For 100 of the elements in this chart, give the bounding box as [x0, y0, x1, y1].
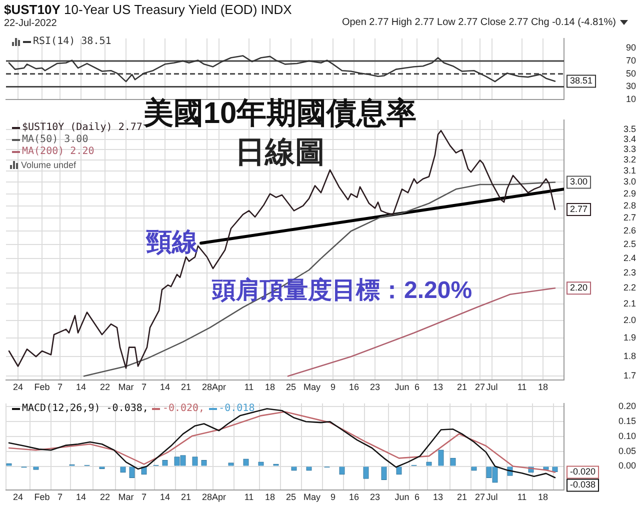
x-tick-label: May	[303, 382, 321, 392]
y-tick-label: 1.7	[623, 370, 636, 381]
chart-subtitle: 22-Jul-2022	[4, 17, 57, 30]
y-tick-label: 2.3	[623, 267, 636, 278]
x-tick-label: Jul	[486, 382, 498, 392]
x-tick-label: 14	[160, 382, 170, 392]
y-tick-label: 0.20	[618, 400, 636, 411]
y-tick-label: 0.00	[618, 460, 636, 471]
y-tick-label: 90	[626, 42, 636, 53]
x-tick-label: Jun	[394, 492, 410, 502]
text: Open 2.77 High 2.77 Low 2.77 Close 2.77 Chg -0.14 (-4.81%)	[342, 17, 616, 28]
data-label: 2.77	[570, 204, 588, 214]
y-tick-label: 0.05	[618, 446, 636, 456]
data-label: -0.020	[570, 466, 596, 477]
x-tick-label: 21	[456, 492, 468, 502]
x-tick-label: 11	[244, 382, 254, 392]
x-tick-label: 14	[76, 492, 86, 502]
data-label: -0.038	[570, 480, 596, 490]
x-tick-label: 22	[100, 492, 110, 502]
x-tick-label: 21	[180, 382, 192, 392]
y-tick-label: 3.1	[623, 166, 636, 176]
x-tick-label: 22	[100, 382, 110, 392]
x-tick-label: Feb	[34, 382, 50, 392]
x-tick-label: 7	[141, 492, 147, 502]
legend-label: MA(200) 2.20	[21, 146, 96, 158]
x-tick-label: 11	[517, 382, 527, 392]
x-tick-label: 11	[244, 492, 254, 502]
y-tick-label: 70	[626, 55, 636, 66]
x-tick-label: 7	[141, 382, 147, 392]
y-tick-label: 2.6	[623, 226, 636, 236]
x-tick-label: 6	[414, 382, 420, 392]
x-tick-label: 11	[517, 492, 527, 502]
x-tick-label: 6	[414, 492, 420, 502]
data-label: 38.51	[570, 76, 593, 86]
x-tick-label: 13	[432, 382, 444, 392]
y-tick-label: 2.8	[623, 200, 636, 210]
x-tick-label: 23	[370, 492, 380, 502]
x-tick-label: Jun	[394, 382, 410, 392]
y-tick-label: 0.15	[618, 416, 636, 426]
chart-title: $UST10Y 10-Year US Treasury Yield (EOD) INDX	[4, 2, 292, 18]
x-tick-label: 27	[474, 382, 486, 392]
legend-label: MA(50) 3.00	[21, 134, 90, 146]
x-tick-label: 9	[330, 492, 336, 502]
y-tick-label: 2.2	[623, 282, 636, 293]
x-tick-label: 18	[538, 382, 548, 392]
x-tick-label: 21	[456, 382, 468, 392]
x-tick-label: 13	[432, 492, 444, 502]
data-label: 2.20	[570, 282, 588, 293]
legend-label: RSI(14) 38.51	[32, 36, 112, 48]
y-tick-label: 10	[626, 94, 636, 104]
y-tick-label: 30	[626, 81, 636, 92]
x-tick-label: Apr	[212, 492, 226, 502]
x-tick-label: 25	[286, 382, 296, 392]
x-tick-label: 24	[12, 382, 24, 392]
x-tick-label: 7	[57, 492, 63, 502]
y-tick-label: 1.9	[623, 332, 636, 343]
x-tick-label: 14	[160, 492, 170, 502]
legend-label: -0.018	[218, 403, 255, 415]
x-tick-label: Mar	[118, 382, 134, 392]
data-label: 3.00	[570, 176, 588, 187]
y-tick-label: 3.2	[623, 154, 636, 165]
text: 日線圖	[234, 135, 326, 171]
x-tick-label: 16	[348, 492, 360, 502]
x-tick-label: 16	[348, 382, 360, 392]
x-tick-label: 9	[330, 382, 336, 392]
x-tick-label: 7	[57, 382, 63, 392]
y-tick-label: 2.5	[623, 238, 636, 249]
x-tick-label: 23	[370, 382, 380, 392]
y-tick-label: 2.0	[623, 315, 636, 326]
x-tick-label: 24	[12, 492, 24, 502]
y-tick-label: 2.1	[623, 298, 636, 308]
legend-label: $UST10Y (Daily) 2.77	[21, 122, 142, 134]
y-tick-label: 0.10	[618, 430, 636, 441]
x-tick-label: 18	[264, 492, 276, 502]
x-tick-label: 18	[264, 382, 276, 392]
annotation: Volume undef	[21, 160, 76, 170]
y-tick-label: 3.3	[623, 144, 636, 154]
x-tick-label: 21	[180, 492, 192, 502]
x-tick-label: Mar	[118, 492, 134, 502]
x-tick-label: 25	[286, 492, 296, 502]
x-tick-label: 18	[538, 492, 548, 502]
x-tick-label: 27	[474, 492, 486, 502]
x-tick-label: 28	[202, 382, 212, 392]
legend-label: -0.020,	[161, 403, 205, 415]
y-tick-label: 2.4	[623, 252, 636, 263]
x-tick-label: Apr	[212, 382, 226, 392]
y-tick-label: 3.5	[623, 124, 636, 134]
x-tick-label: 28	[202, 492, 212, 502]
legend-label: MACD(12,26,9) -0.038,	[21, 403, 148, 415]
chart-title: 美國10年期國債息率	[143, 97, 417, 130]
y-tick-label: 50	[626, 68, 636, 78]
x-tick-label: Jul	[486, 492, 498, 502]
x-tick-label: Feb	[34, 492, 50, 502]
y-tick-label: 3.0	[623, 176, 636, 187]
y-tick-label: 2.9	[623, 188, 636, 198]
y-tick-label: 1.8	[623, 351, 636, 362]
y-tick-label: 3.4	[623, 134, 636, 144]
annotation: 頸線	[145, 226, 199, 256]
x-tick-label: May	[303, 492, 321, 502]
x-tick-label: 14	[76, 382, 86, 392]
